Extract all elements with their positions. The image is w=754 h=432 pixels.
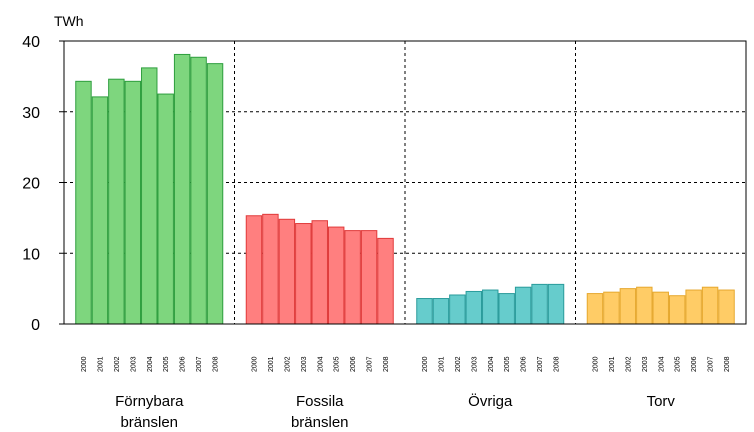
bar bbox=[108, 78, 125, 325]
year-label: 2003 bbox=[130, 356, 137, 372]
gridlines bbox=[64, 41, 746, 324]
year-label: 2006 bbox=[180, 356, 187, 372]
axes bbox=[59, 40, 747, 325]
year-label: 2006 bbox=[691, 356, 698, 372]
bar bbox=[377, 237, 394, 325]
bars bbox=[75, 53, 735, 325]
bar bbox=[652, 291, 669, 325]
year-label: 2003 bbox=[471, 356, 478, 372]
year-label: 2002 bbox=[114, 356, 121, 372]
bar bbox=[668, 295, 686, 325]
y-unit-label: TWh bbox=[54, 13, 84, 29]
year-label: 2007 bbox=[367, 356, 374, 372]
y-tick-label: 0 bbox=[31, 317, 40, 334]
year-label: 2001 bbox=[438, 356, 445, 372]
bar bbox=[432, 298, 450, 325]
category-label: Förnybara bbox=[115, 393, 184, 410]
year-label: 2004 bbox=[317, 356, 324, 372]
year-label: 2007 bbox=[196, 356, 203, 372]
bar bbox=[701, 286, 719, 325]
bar bbox=[91, 96, 109, 325]
year-label: 2006 bbox=[521, 356, 528, 372]
category-label: Övriga bbox=[468, 392, 513, 410]
bar bbox=[262, 213, 279, 325]
bar bbox=[295, 223, 312, 325]
bar bbox=[449, 294, 466, 325]
year-label: 2002 bbox=[284, 356, 291, 372]
year-label: 2004 bbox=[658, 356, 665, 372]
bar bbox=[718, 289, 735, 325]
year-label: 2005 bbox=[163, 356, 170, 372]
bar bbox=[75, 80, 92, 325]
category-label: Fossila bbox=[296, 393, 344, 410]
bar bbox=[344, 230, 361, 325]
bar bbox=[124, 80, 142, 325]
year-label: 2007 bbox=[537, 356, 544, 372]
year-label: 2008 bbox=[383, 356, 390, 372]
bar bbox=[636, 286, 653, 325]
year-label: 2006 bbox=[350, 356, 357, 372]
y-tick-label: 40 bbox=[22, 34, 40, 51]
year-label: 2005 bbox=[504, 356, 511, 372]
bar bbox=[278, 218, 296, 325]
y-tick-label: 30 bbox=[22, 105, 40, 122]
year-label: 2008 bbox=[554, 356, 561, 372]
year-label: 2001 bbox=[97, 356, 104, 372]
year-label: 2000 bbox=[422, 356, 429, 372]
bar bbox=[206, 63, 224, 325]
bar bbox=[482, 289, 499, 325]
bar bbox=[327, 226, 345, 325]
bar bbox=[619, 288, 637, 325]
bar bbox=[245, 215, 263, 325]
bar bbox=[603, 291, 620, 325]
category-label: bränslen bbox=[291, 414, 349, 431]
year-label: 2002 bbox=[625, 356, 632, 372]
bar bbox=[311, 220, 328, 325]
bar bbox=[465, 290, 483, 325]
y-tick-label: 20 bbox=[22, 176, 40, 193]
bar bbox=[157, 93, 174, 325]
bar bbox=[141, 67, 158, 325]
y-tick-label: 10 bbox=[22, 246, 40, 263]
bar bbox=[514, 286, 532, 325]
bar bbox=[416, 298, 433, 325]
bar bbox=[190, 56, 207, 325]
year-label: 2002 bbox=[455, 356, 462, 372]
year-label: 2005 bbox=[334, 356, 341, 372]
category-label: bränslen bbox=[120, 414, 178, 431]
bar bbox=[173, 53, 191, 325]
year-label: 2008 bbox=[213, 356, 220, 372]
bar bbox=[360, 230, 378, 325]
labels: 2000 2001 2002 2003 2004 2005 2006 2007 2008 Förn… bbox=[22, 13, 731, 431]
year-label: 2001 bbox=[609, 356, 616, 372]
category-label: Torv bbox=[647, 393, 676, 410]
year-label: 2000 bbox=[592, 356, 599, 372]
year-label: 2001 bbox=[268, 356, 275, 372]
year-label: 2005 bbox=[675, 356, 682, 372]
bar bbox=[586, 293, 604, 325]
year-label: 2000 bbox=[81, 356, 88, 372]
year-label: 2003 bbox=[301, 356, 308, 372]
year-label: 2003 bbox=[642, 356, 649, 372]
year-label: 2008 bbox=[724, 356, 731, 372]
bar bbox=[498, 293, 515, 325]
bar bbox=[531, 283, 548, 325]
year-label: 2004 bbox=[147, 356, 154, 372]
year-label: 2000 bbox=[251, 356, 258, 372]
year-label: 2007 bbox=[708, 356, 715, 372]
bar bbox=[685, 289, 702, 325]
bar bbox=[547, 283, 565, 325]
year-label: 2004 bbox=[488, 356, 495, 372]
